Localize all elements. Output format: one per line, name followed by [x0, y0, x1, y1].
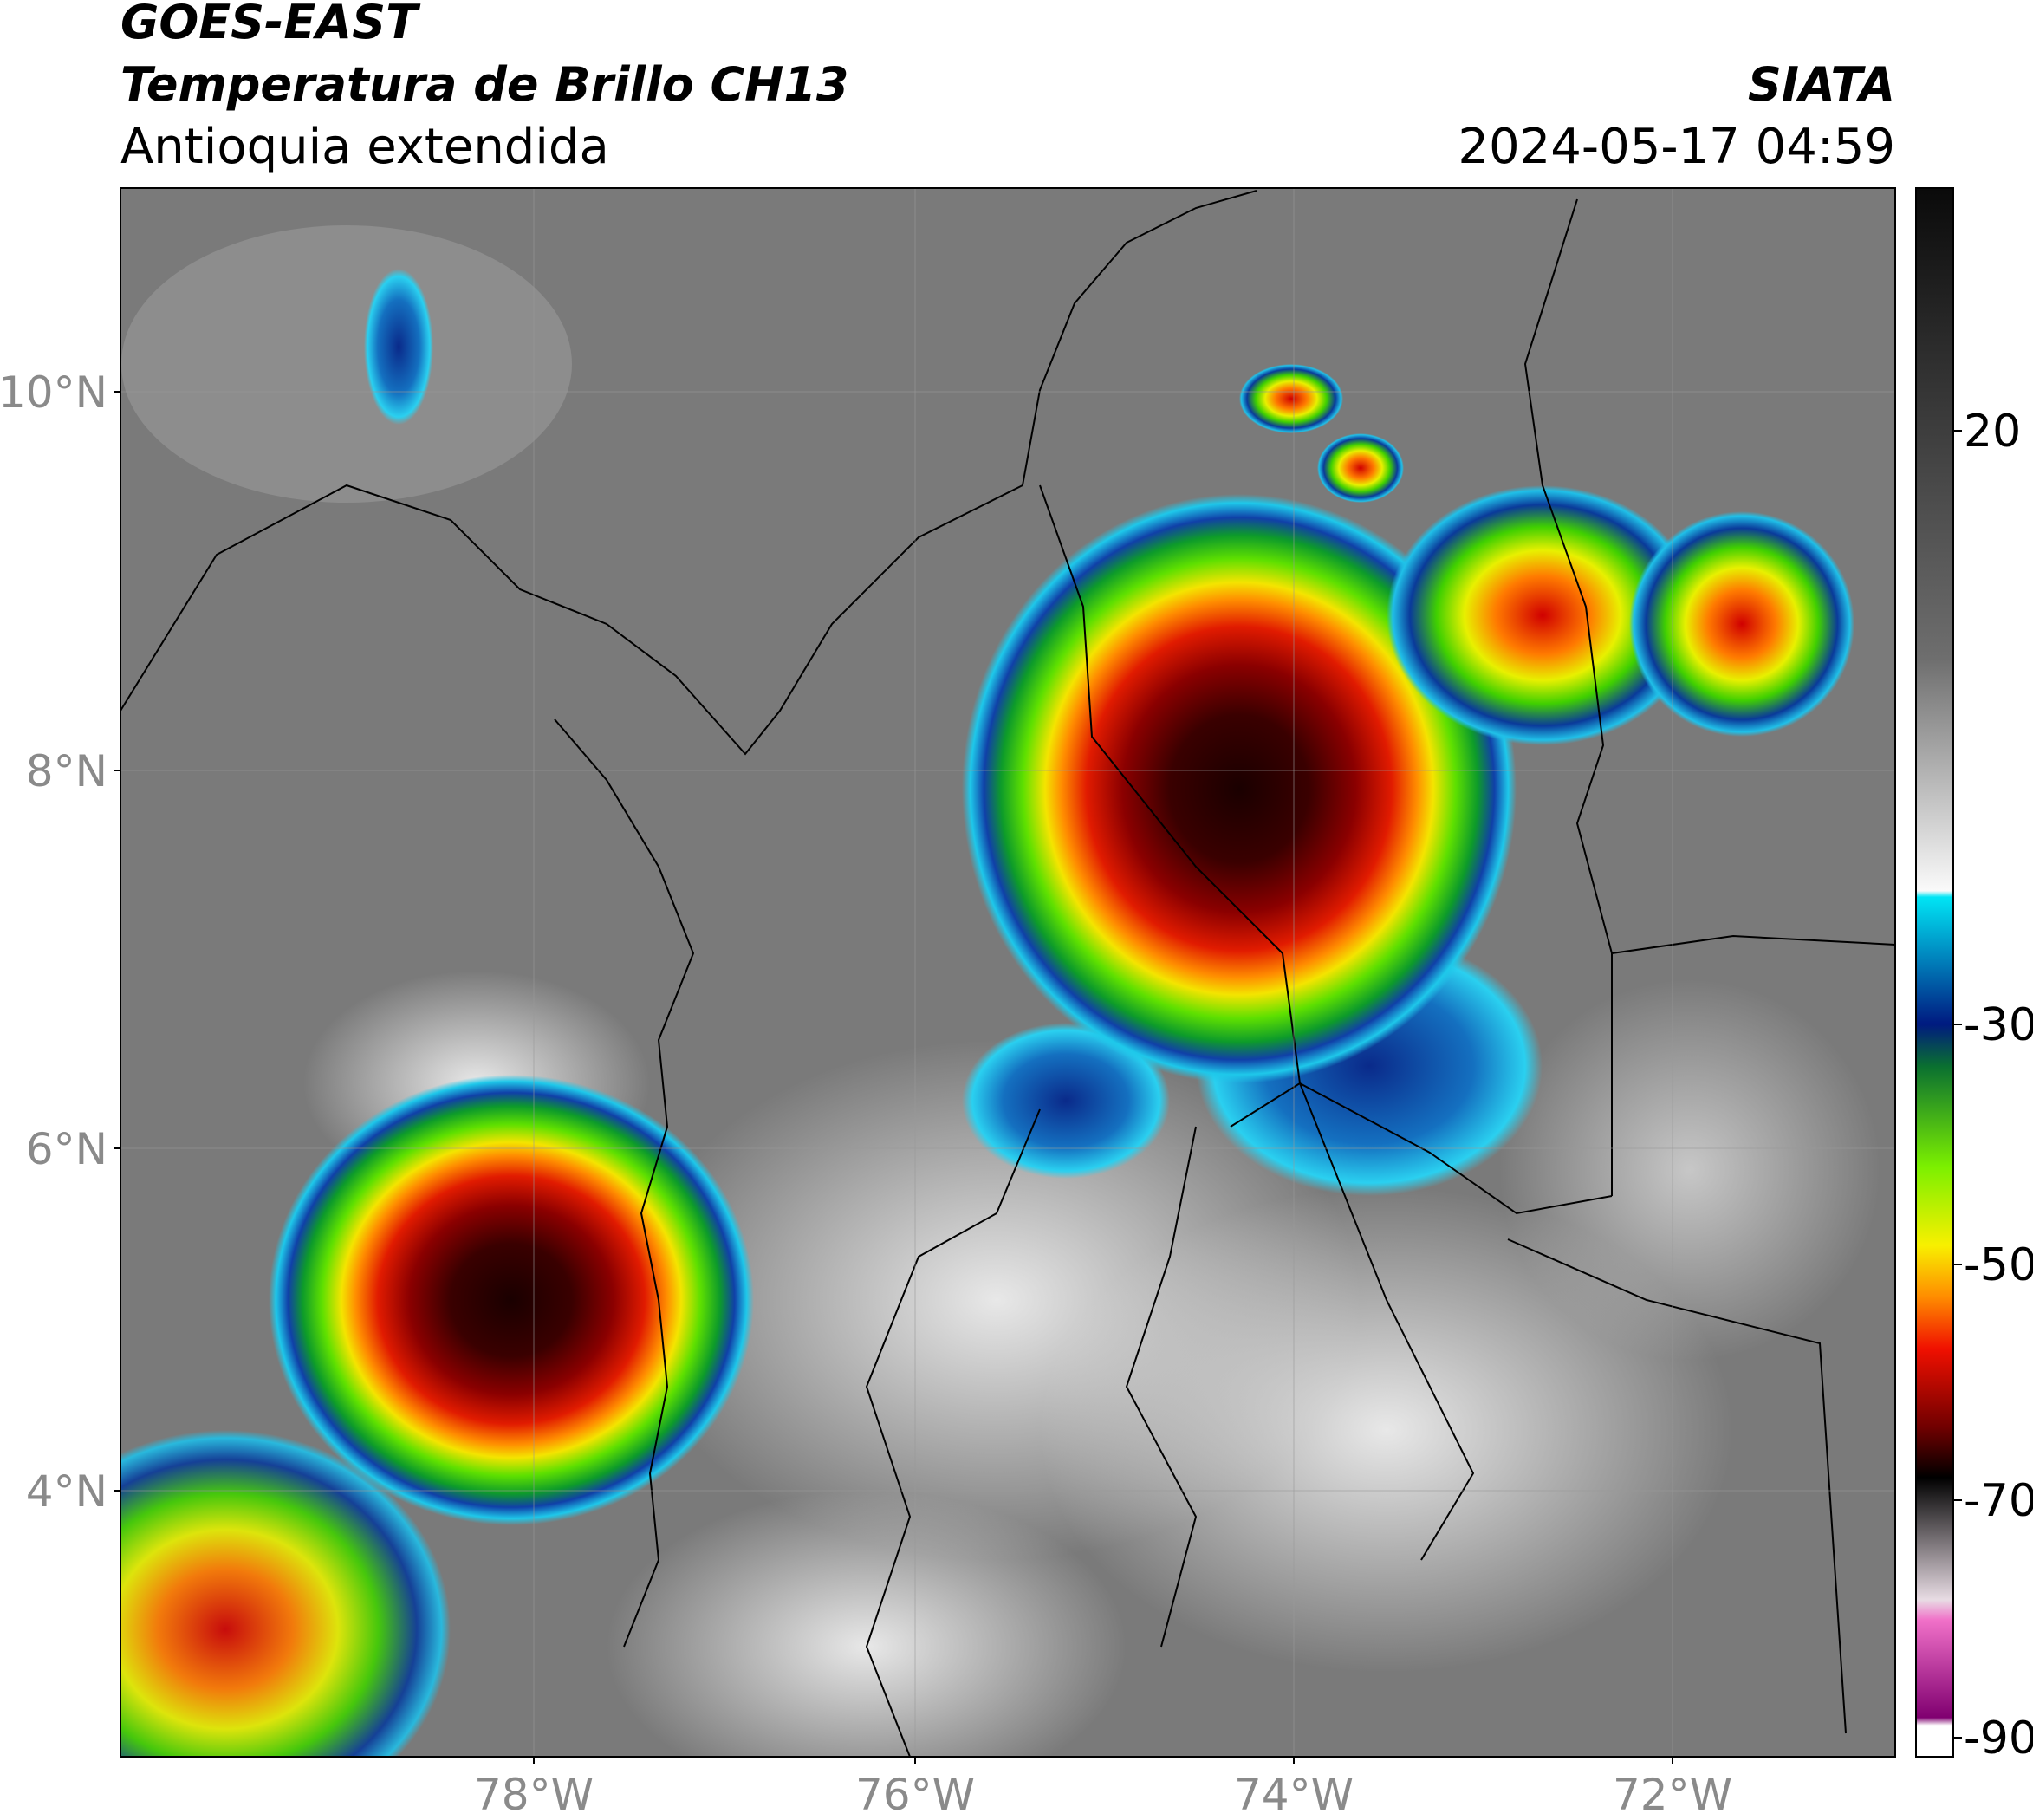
coastline — [554, 718, 695, 1648]
department-border — [865, 1082, 1475, 1757]
convective-storm — [120, 1430, 451, 1757]
lon-tick-label: 72°W — [1613, 1770, 1732, 1820]
map-panel — [120, 188, 1895, 1757]
cold-cloud — [364, 269, 433, 425]
colorbar-tick-label: -90 — [1964, 1713, 2033, 1765]
lat-tick-label: 8°N — [26, 746, 107, 796]
region-subtitle: Antioquia extendida — [120, 119, 609, 175]
colorbar-tick-label: -50 — [1964, 1239, 2033, 1291]
cold-cloud — [1317, 433, 1404, 503]
border-line — [1022, 190, 1895, 1734]
coastline — [120, 484, 1023, 756]
product-title: Temperatura de Brillo CH13 — [120, 57, 849, 112]
map-frame — [120, 187, 1896, 1758]
lon-tick-label: 74°W — [1234, 1770, 1354, 1820]
cloud-field — [121, 225, 572, 503]
graticule — [114, 188, 1895, 1764]
convective-storm — [962, 494, 1517, 1083]
lat-tick-label: 10°N — [0, 367, 107, 418]
datetime-label: 2024-05-17 04:59 — [1458, 119, 1895, 175]
source-label: SIATA — [1748, 57, 1895, 112]
colorbar — [1915, 187, 1954, 1758]
lon-tick-label: 78°W — [474, 1770, 594, 1820]
cold-cloud — [1239, 364, 1343, 433]
colorbar-tick-label: -70 — [1964, 1475, 2033, 1527]
lat-tick-label: 4°N — [26, 1466, 107, 1517]
cold-cloud — [962, 1023, 1170, 1179]
lon-tick-label: 76°W — [855, 1770, 975, 1820]
lat-tick-label: 6°N — [26, 1124, 107, 1174]
convective-storm — [1387, 485, 1698, 745]
cloud-field — [607, 1491, 1127, 1757]
cloud-field — [1499, 979, 1880, 1361]
colorbar-tick-label: 20 — [1964, 406, 2021, 458]
satellite-title: GOES-EAST — [120, 0, 421, 49]
convective-storm — [269, 1075, 754, 1525]
colorbar-tick-label: -30 — [1964, 999, 2033, 1051]
convective-storm — [1629, 511, 1854, 737]
